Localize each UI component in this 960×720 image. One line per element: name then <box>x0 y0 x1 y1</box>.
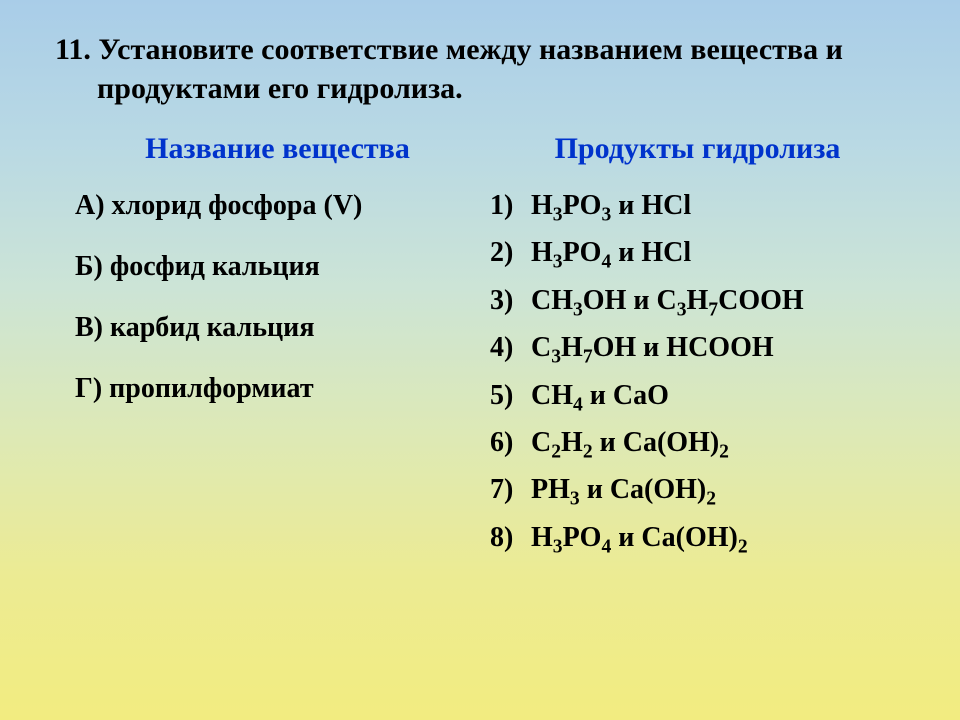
right-item-text: C3H7OH и НСООН <box>531 332 774 363</box>
right-item: 5) CH4 и CaO <box>490 378 905 414</box>
right-item: 1) H3PO3 и HCl <box>490 188 905 224</box>
right-item-label: 7) <box>490 472 524 508</box>
question-text: Установите соответствие между названием … <box>97 33 843 105</box>
right-item-text: H3PO4 и HCl <box>531 237 691 268</box>
right-item-text: PH3 и Ca(OH)2 <box>531 474 716 505</box>
right-item: 7) PH3 и Ca(OH)2 <box>490 472 905 508</box>
right-item-label: 5) <box>490 378 524 414</box>
left-item-text: фосфид кальция <box>110 251 320 282</box>
right-item: 2) H3PO4 и HCl <box>490 235 905 271</box>
left-item-label: Г) <box>75 373 102 404</box>
right-item-label: 4) <box>490 330 524 366</box>
left-item-text: пропилформиат <box>109 373 313 404</box>
slide: 11. Установите соответствие между назван… <box>0 0 960 720</box>
left-item: Г) пропилформиат <box>75 371 480 406</box>
columns-wrapper: Название вещества А) хлорид фосфора (V) … <box>55 132 905 567</box>
left-column-header: Название вещества <box>75 132 480 166</box>
left-item-label: Б) <box>75 251 103 282</box>
right-item: 4) C3H7OH и НСООН <box>490 330 905 366</box>
right-column: Продукты гидролиза 1) H3PO3 и HCl 2) H3P… <box>480 132 905 567</box>
left-item: Б) фосфид кальция <box>75 249 480 284</box>
right-item-label: 3) <box>490 283 524 319</box>
right-item-label: 2) <box>490 235 524 271</box>
right-item-text: H3PO4 и Ca(OH)2 <box>531 522 748 553</box>
right-item-text: C2H2 и Ca(OH)2 <box>531 427 729 458</box>
right-item-label: 1) <box>490 188 524 224</box>
left-item-label: В) <box>75 312 103 343</box>
question-number: 11. <box>55 33 91 66</box>
right-item-label: 6) <box>490 425 524 461</box>
question-prompt: 11. Установите соответствие между назван… <box>55 30 905 108</box>
left-item-label: А) <box>75 190 105 221</box>
left-item: А) хлорид фосфора (V) <box>75 188 480 223</box>
left-item: В) карбид кальция <box>75 310 480 345</box>
right-item: 8) H3PO4 и Ca(OH)2 <box>490 520 905 556</box>
right-item-label: 8) <box>490 520 524 556</box>
right-column-header: Продукты гидролиза <box>490 132 905 166</box>
right-item: 6) C2H2 и Ca(OH)2 <box>490 425 905 461</box>
left-item-text: карбид кальция <box>110 312 314 343</box>
right-item-text: CH3OH и С3Н7СООН <box>531 285 804 316</box>
right-item-text: H3PO3 и HCl <box>531 190 691 221</box>
right-item-text: CH4 и CaO <box>531 380 669 411</box>
left-item-text: хлорид фосфора (V) <box>112 190 363 221</box>
right-item: 3) CH3OH и С3Н7СООН <box>490 283 905 319</box>
left-column: Название вещества А) хлорид фосфора (V) … <box>55 132 480 567</box>
